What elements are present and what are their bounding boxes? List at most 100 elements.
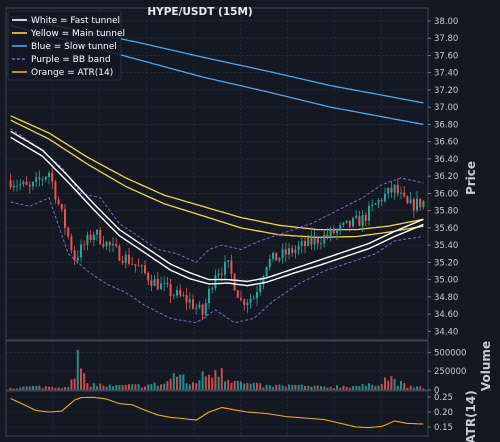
candle-body	[80, 244, 82, 258]
volume-bar	[297, 384, 300, 390]
candle	[377, 197, 380, 209]
candle-body	[364, 214, 367, 221]
candle-body	[326, 234, 329, 236]
candle	[115, 238, 118, 249]
panel-frame	[5, 7, 429, 341]
volume-bar	[400, 380, 402, 390]
candle	[160, 276, 162, 290]
volume-bar	[332, 388, 335, 390]
candle-body	[192, 299, 194, 309]
candle	[262, 274, 265, 290]
volume-bar	[140, 387, 143, 390]
candle	[51, 167, 54, 189]
volume-bar	[41, 388, 44, 390]
candle	[80, 239, 82, 263]
volume-bar	[275, 384, 278, 390]
candle-body	[313, 237, 316, 245]
candle-body	[387, 187, 390, 194]
candle-body	[403, 192, 406, 197]
candle	[380, 198, 383, 206]
candle-body	[208, 289, 210, 304]
price-tick-label: 35.20	[434, 258, 458, 268]
candle	[156, 271, 159, 291]
candle	[19, 178, 22, 191]
panel-frames	[5, 7, 429, 437]
candle-body	[124, 254, 127, 263]
candle-body	[236, 290, 239, 298]
volume-bar	[153, 382, 156, 390]
candle-body	[358, 215, 361, 226]
price-tick-label: 35.40	[434, 241, 458, 251]
candle	[288, 243, 290, 260]
legend-entry: Orange = ATR(14)	[31, 68, 113, 78]
candle-body	[195, 307, 198, 309]
candle	[240, 290, 242, 302]
price-tick-label: 37.00	[434, 103, 458, 113]
candle-body	[211, 288, 214, 290]
candle	[92, 231, 95, 247]
candle-body	[233, 273, 236, 291]
candle	[284, 242, 287, 263]
candle	[179, 284, 182, 298]
volume-bar	[198, 380, 201, 390]
candle	[409, 191, 412, 204]
candle-body	[150, 280, 153, 286]
volume-bar	[25, 386, 28, 390]
volume-bar	[96, 386, 98, 390]
candle	[355, 210, 358, 220]
candle	[364, 212, 367, 227]
candle	[96, 229, 98, 241]
candle	[60, 203, 63, 213]
volume-bar	[220, 368, 223, 390]
candle	[371, 199, 374, 212]
volume-bar	[393, 378, 396, 390]
volume-bar	[28, 386, 31, 390]
volume-bar	[195, 383, 198, 390]
candle-body	[224, 262, 226, 275]
volume-bar	[364, 385, 367, 390]
candle-body	[182, 295, 185, 297]
volume-bar	[249, 383, 252, 390]
volume-bar	[310, 386, 313, 390]
candle-body	[44, 177, 47, 180]
candle	[64, 204, 66, 236]
volume-bar	[326, 387, 329, 390]
candle-body	[185, 295, 188, 303]
volume-bar	[387, 380, 390, 390]
candle-body	[128, 254, 130, 264]
atr-axis-label: ATR(14)	[464, 390, 478, 442]
legend-entry: White = Fast tunnel	[31, 16, 120, 26]
volume-bar	[48, 386, 50, 390]
candle-body	[83, 244, 86, 246]
volume-bar	[99, 383, 102, 390]
candle	[300, 234, 303, 254]
volume-bar	[316, 385, 319, 390]
candle-body	[172, 295, 175, 297]
candle	[134, 264, 137, 273]
candle	[310, 230, 313, 250]
volume-bar	[163, 383, 166, 390]
candle-body	[272, 252, 274, 259]
volume-bar	[137, 384, 140, 390]
bb-band	[10, 128, 424, 324]
candle	[227, 260, 230, 268]
candle-body	[102, 243, 105, 247]
volume-bar	[57, 387, 60, 390]
candle-body	[108, 241, 111, 246]
candle-body	[115, 244, 118, 246]
atr-series	[10, 396, 424, 429]
candle-body	[16, 185, 18, 187]
grid	[6, 8, 428, 436]
volume-bar	[156, 386, 159, 390]
volume-bar	[246, 382, 249, 390]
volume-bar	[51, 386, 54, 390]
candle	[44, 175, 47, 182]
candle-body	[374, 203, 377, 205]
candle	[48, 170, 50, 185]
candle-body	[41, 179, 44, 181]
candle-body	[291, 248, 294, 253]
candle	[345, 220, 348, 224]
candle	[348, 220, 351, 232]
volume-bar	[236, 380, 239, 390]
candle-body	[140, 265, 143, 267]
